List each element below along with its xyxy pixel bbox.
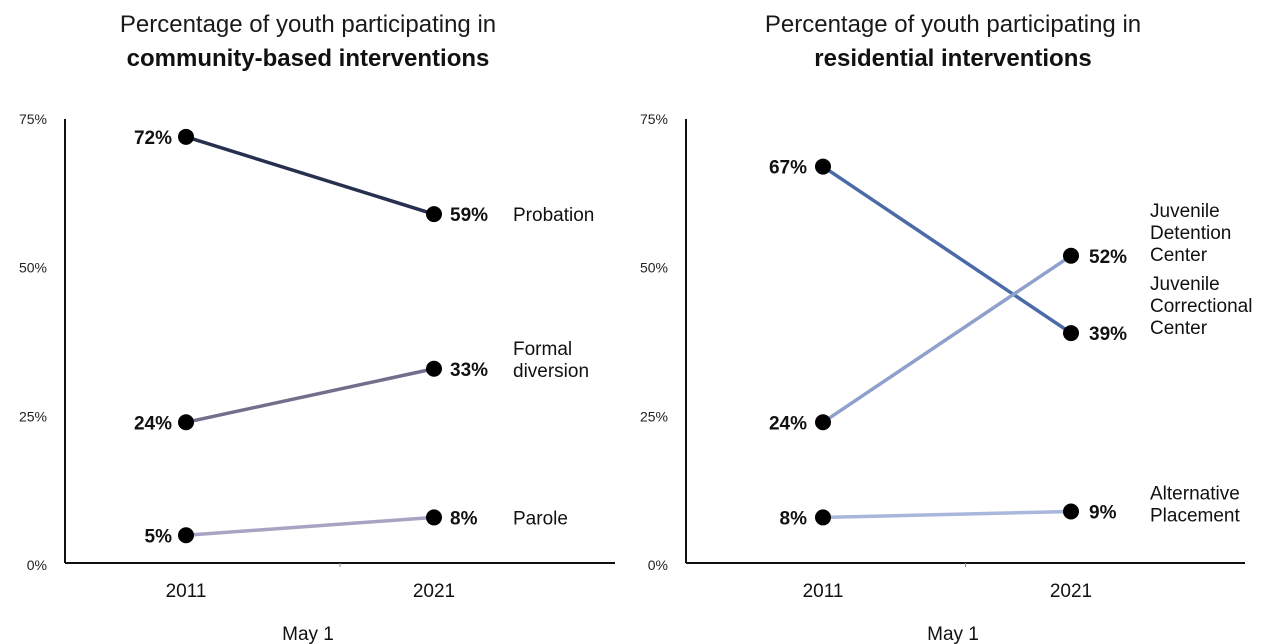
chart-panel-1: Percentage of youth participating in comm… xyxy=(19,11,615,644)
chart-title-line1: Percentage of youth participating in xyxy=(765,11,1141,38)
x-tick-label: 2021 xyxy=(413,581,455,602)
series-3: 5% 8% Parole xyxy=(145,508,568,547)
series-line xyxy=(185,367,435,424)
data-label: 5% xyxy=(145,526,173,547)
y-tick-label: 25% xyxy=(640,408,668,424)
data-point xyxy=(426,360,442,377)
series-name-label: Detention xyxy=(1150,223,1231,244)
y-tick-label: 50% xyxy=(19,260,47,276)
data-label: 24% xyxy=(769,413,807,434)
y-tick-label: 50% xyxy=(640,260,668,276)
y-tick-label: 0% xyxy=(27,557,47,573)
chart-title-line2: residential interventions xyxy=(814,45,1091,72)
data-point xyxy=(178,414,194,431)
chart-title-line1: Percentage of youth participating in xyxy=(120,11,496,38)
series-name-label: Alternative xyxy=(1150,483,1240,504)
data-label: 8% xyxy=(780,508,808,529)
chart-panel-2: Percentage of youth participating in resi… xyxy=(640,11,1252,644)
data-label: 72% xyxy=(134,128,172,149)
x-tick-label: 2021 xyxy=(1050,581,1092,602)
series-name-label: Probation xyxy=(513,205,594,226)
series-name-label: Center xyxy=(1150,245,1208,266)
y-tick-label: 25% xyxy=(19,408,47,424)
series-name-label: Correctional xyxy=(1150,296,1252,317)
series-line xyxy=(185,515,435,538)
y-tick-label: 75% xyxy=(19,111,47,127)
series-line xyxy=(822,509,1072,520)
data-point xyxy=(178,527,194,544)
series-1: 72% 59% Probation xyxy=(134,128,594,226)
series-name-label: diversion xyxy=(513,361,589,382)
data-point xyxy=(1063,503,1079,520)
series-line xyxy=(185,135,435,216)
x-tick-label: 2011 xyxy=(166,581,207,602)
series-line xyxy=(822,254,1072,424)
series-name-label: Parole xyxy=(513,508,568,529)
data-label: 8% xyxy=(450,508,478,529)
data-point xyxy=(815,414,831,431)
y-tick-label: 0% xyxy=(648,557,668,573)
data-label: 67% xyxy=(769,158,807,179)
data-label: 39% xyxy=(1089,324,1127,345)
data-point xyxy=(1063,247,1079,264)
series-name-label: Juvenile xyxy=(1150,274,1220,295)
chart-title-line2: community-based interventions xyxy=(127,45,490,72)
data-point xyxy=(1063,325,1079,342)
data-label: 59% xyxy=(450,205,488,226)
series-line xyxy=(822,165,1072,335)
data-point xyxy=(426,206,442,223)
series-name-label: Center xyxy=(1150,318,1208,339)
x-axis-label: May 1 xyxy=(282,624,334,644)
data-point xyxy=(815,158,831,175)
x-tick-label: 2011 xyxy=(803,581,844,602)
series-name-label: Juvenile xyxy=(1150,201,1220,222)
data-point xyxy=(178,128,194,145)
data-label: 24% xyxy=(134,413,172,434)
data-point xyxy=(815,509,831,526)
series-name-label: Placement xyxy=(1150,505,1240,526)
x-axis-label: May 1 xyxy=(927,624,979,644)
data-label: 33% xyxy=(450,360,488,381)
data-point xyxy=(426,509,442,526)
y-tick-label: 75% xyxy=(640,111,668,127)
series-name-label: Formal xyxy=(513,339,572,360)
data-label: 9% xyxy=(1089,502,1117,523)
data-label: 52% xyxy=(1089,247,1127,268)
